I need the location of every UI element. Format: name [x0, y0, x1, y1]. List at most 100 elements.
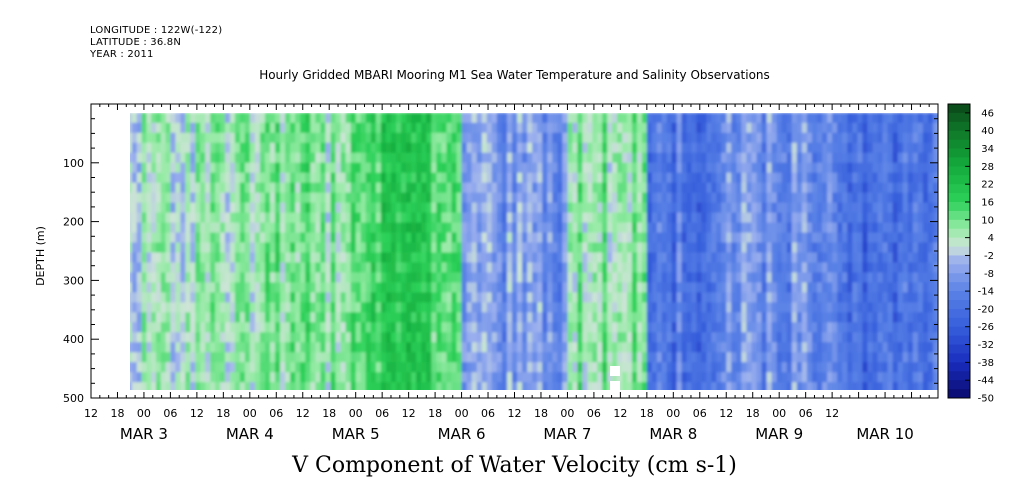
- heatmap-cell: [130, 322, 133, 333]
- heatmap-cell: [626, 312, 633, 323]
- heatmap-cell: [229, 332, 236, 343]
- heatmap-cell: [781, 212, 788, 224]
- heatmap-cell: [716, 132, 722, 144]
- heatmap-cell: [522, 272, 528, 283]
- heatmap-cell: [796, 132, 803, 144]
- x-hour-label: 18: [216, 407, 230, 420]
- heatmap-cell: [426, 372, 432, 383]
- heatmap-cell: [842, 172, 848, 184]
- heatmap-cell: [165, 352, 171, 363]
- heatmap-cell: [180, 122, 186, 134]
- heatmap-cell: [776, 152, 783, 164]
- heatmap-cell: [681, 362, 688, 373]
- heatmap-cell: [597, 242, 603, 254]
- heatmap-cell: [897, 282, 904, 293]
- heatmap-cell: [706, 232, 712, 244]
- heatmap-cell: [552, 252, 558, 264]
- heatmap-cell: [295, 312, 301, 323]
- heatmap-cell: [390, 352, 397, 363]
- heatmap-cell: [355, 232, 362, 244]
- heatmap-cell: [646, 212, 653, 224]
- heatmap-cell: [471, 152, 478, 164]
- heatmap-cell: [726, 182, 732, 194]
- heatmap-cell: [375, 232, 382, 244]
- heatmap-cell: [646, 232, 653, 244]
- heatmap-cell: [917, 252, 924, 264]
- heatmap-cell: [696, 182, 703, 194]
- heatmap-cell: [761, 132, 768, 144]
- heatmap-cell: [396, 192, 402, 204]
- heatmap-cell: [796, 113, 803, 124]
- heatmap-cell: [587, 272, 593, 283]
- heatmap-cell: [330, 322, 337, 333]
- heatmap-cell: [165, 252, 171, 264]
- heatmap-cell: [466, 332, 473, 343]
- heatmap-cell: [522, 142, 528, 154]
- heatmap-cell: [721, 192, 727, 204]
- heatmap-cell: [761, 172, 768, 184]
- heatmap-cell: [436, 192, 442, 204]
- heatmap-cell: [587, 222, 593, 234]
- heatmap-cell: [806, 312, 813, 323]
- heatmap-cell: [471, 132, 478, 144]
- heatmap-cell: [131, 382, 138, 390]
- heatmap-cell: [300, 162, 306, 174]
- heatmap-cell: [771, 362, 778, 373]
- heatmap-cell: [330, 202, 337, 214]
- heatmap-cell: [706, 272, 712, 283]
- heatmap-cell: [481, 162, 488, 174]
- heatmap-cell: [872, 382, 879, 390]
- heatmap-cell: [701, 162, 707, 174]
- heatmap-cell: [656, 122, 663, 134]
- heatmap-cell: [602, 272, 608, 283]
- heatmap-cell: [622, 202, 628, 214]
- heatmap-cell: [857, 182, 863, 194]
- heatmap-cell: [511, 292, 518, 303]
- heatmap-cell: [200, 122, 206, 134]
- heatmap-cell: [446, 202, 453, 214]
- heatmap-cell: [877, 372, 884, 383]
- heatmap-cell: [506, 212, 513, 224]
- heatmap-cell: [325, 342, 332, 353]
- heatmap-cell: [562, 272, 569, 283]
- heatmap-cell: [552, 262, 558, 274]
- heatmap-cell: [234, 162, 241, 174]
- heatmap-cell: [641, 312, 648, 323]
- heatmap-cell: [406, 312, 412, 323]
- heatmap-cell: [165, 142, 171, 154]
- heatmap-cell: [310, 382, 316, 390]
- heatmap-cell: [641, 232, 648, 244]
- heatmap-cell: [897, 182, 904, 194]
- heatmap-cell: [917, 182, 924, 194]
- heatmap-cell: [872, 272, 879, 283]
- heatmap-cell: [160, 113, 167, 124]
- heatmap-cell: [701, 222, 707, 234]
- heatmap-cell: [175, 122, 181, 134]
- heatmap-cell: [686, 212, 693, 224]
- heatmap-cell: [496, 162, 503, 174]
- heatmap-cell: [622, 352, 628, 363]
- heatmap-cell: [726, 113, 732, 124]
- heatmap-cell: [922, 192, 929, 204]
- heatmap-cell: [355, 352, 362, 363]
- y-tick-label: 200: [63, 216, 84, 229]
- heatmap-cell: [517, 262, 523, 274]
- heatmap-cell: [441, 352, 448, 363]
- heatmap-cell: [726, 152, 732, 164]
- heatmap-cell: [340, 113, 347, 124]
- heatmap-cell: [190, 113, 196, 124]
- heatmap-cell: [867, 342, 874, 353]
- heatmap-cell: [486, 292, 493, 303]
- heatmap-cell: [200, 202, 206, 214]
- heatmap-cell: [817, 212, 823, 224]
- heatmap-cell: [396, 352, 402, 363]
- heatmap-cell: [471, 232, 478, 244]
- heatmap-cell: [786, 302, 793, 313]
- heatmap-cell: [671, 182, 678, 194]
- heatmap-cell: [239, 322, 246, 333]
- heatmap-cell: [681, 222, 688, 234]
- heatmap-cell: [617, 222, 623, 234]
- heatmap-cell: [365, 132, 372, 144]
- heatmap-cell: [370, 113, 377, 124]
- heatmap-cell: [446, 372, 453, 383]
